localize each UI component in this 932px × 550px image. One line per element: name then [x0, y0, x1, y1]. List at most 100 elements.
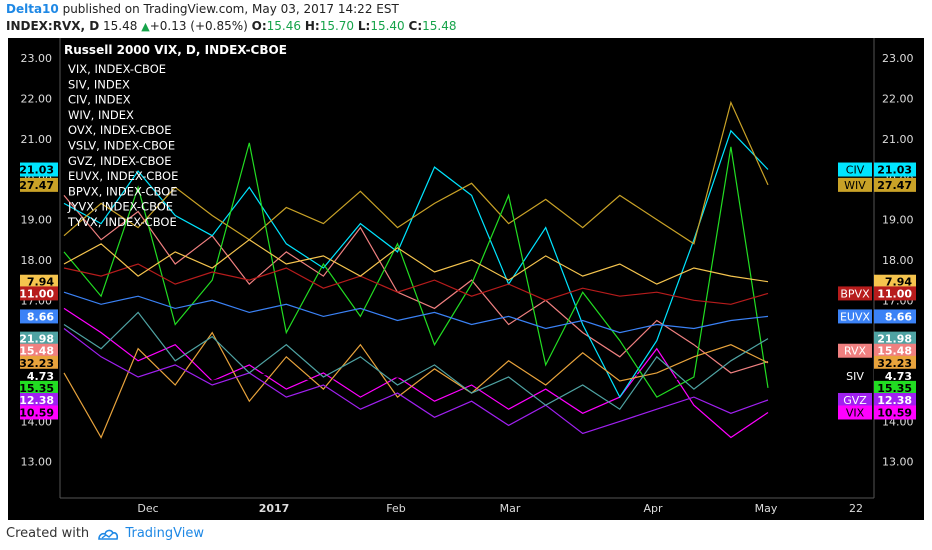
right-price-badge-text-8: 4.73 — [885, 370, 912, 383]
y-tick-right-1: 22.00 — [882, 93, 914, 106]
legend-item-9: JYVX, INDEX-CBOE — [67, 200, 173, 214]
right-series-tag-8 — [838, 368, 872, 383]
right-price-badge-3 — [874, 286, 916, 301]
y-tick-left-4: 19.00 — [21, 214, 53, 227]
series-line-0 — [63, 195, 769, 374]
right-price-badge-text-6: 15.48 — [877, 345, 912, 358]
price-change: +0.13 (+0.85%) — [149, 19, 248, 33]
series-line-7 — [63, 328, 769, 435]
left-price-badge-text-6: 15.48 — [19, 345, 54, 358]
left-price-badge-text-9: 15.35 — [19, 382, 54, 395]
last-price: 15.48 — [103, 19, 138, 33]
right-price-badge-text-11: 10.59 — [877, 406, 912, 419]
high-value: 15.70 — [319, 19, 355, 33]
x-tick-6: 22 — [849, 502, 863, 515]
right-price-badge-11 — [874, 405, 916, 420]
left-price-badge-8 — [20, 368, 58, 383]
legend-item-6: GVZ, INDEX-CBOE — [68, 154, 172, 168]
right-price-badge-9 — [874, 380, 916, 395]
y-tick-left-1: 22.00 — [21, 93, 53, 106]
left-price-badge-0 — [20, 162, 58, 177]
series-line-5 — [63, 142, 769, 398]
right-series-tag-11 — [838, 405, 872, 420]
chart-background — [8, 38, 924, 520]
series-lines — [63, 100, 769, 439]
legend-item-0: VIX, INDEX-CBOE — [68, 62, 166, 76]
right-series-tag-text-6: RVX — [844, 345, 867, 358]
chart-canvas[interactable]: 23.0022.0021.0020.0019.0018.0017.0016.00… — [8, 38, 924, 520]
author-link[interactable]: Delta10 — [6, 2, 59, 16]
close-value: 15.48 — [422, 19, 457, 33]
series-line-4 — [63, 100, 769, 245]
left-price-badge-6 — [20, 343, 58, 358]
x-tick-3: Mar — [500, 502, 521, 515]
series-line-3 — [63, 129, 769, 399]
left-price-badge-text-7: 32.23 — [19, 357, 54, 370]
right-price-badge-6 — [874, 343, 916, 358]
right-series-tag-0 — [838, 162, 872, 177]
y-tick-right-0: 23.00 — [882, 52, 914, 65]
series-line-6 — [63, 331, 769, 439]
right-price-badge-8 — [874, 368, 916, 383]
left-price-badge-text-8: 4.73 — [27, 370, 54, 383]
y-tick-left-2: 21.00 — [21, 133, 53, 146]
open-label: O: — [251, 19, 267, 33]
right-price-badge-text-1: 27.47 — [877, 179, 912, 192]
x-tick-5: May — [755, 502, 778, 515]
legend-item-3: WIV, INDEX — [68, 108, 134, 122]
published-text: published on TradingView.com, May 03, 20… — [62, 2, 399, 16]
right-price-badge-1 — [874, 177, 916, 192]
left-price-badge-4 — [20, 309, 58, 324]
legend-item-5: VSLV, INDEX-CBOE — [68, 139, 175, 153]
x-tick-4: Apr — [643, 502, 663, 515]
footer: Created with TradingView — [6, 526, 204, 541]
right-series-tag-text-4: EUVX — [840, 310, 871, 323]
tradingview-brand-link[interactable]: TradingView — [125, 526, 204, 541]
y-tick-right-10: 13.00 — [882, 456, 914, 469]
left-price-badge-text-2: 7.94 — [27, 276, 54, 289]
right-price-badge-text-9: 15.35 — [877, 382, 912, 395]
right-price-badge-10 — [874, 392, 916, 407]
left-price-badge-3 — [20, 286, 58, 301]
y-tick-right-2: 21.00 — [882, 133, 914, 146]
right-price-badge-4 — [874, 309, 916, 324]
series-line-11 — [63, 311, 769, 411]
right-price-badge-text-7: 32.23 — [877, 357, 912, 370]
right-series-tag-text-1: WIV — [844, 179, 866, 192]
series-line-2 — [63, 372, 769, 382]
x-tick-1: 2017 — [259, 502, 290, 515]
left-price-badge-text-1: 27.47 — [19, 179, 54, 192]
left-price-badge-1 — [20, 177, 58, 192]
left-price-badge-text-11: 10.59 — [19, 406, 54, 419]
right-series-tag-1 — [838, 177, 872, 192]
right-price-badge-text-0: 21.03 — [877, 164, 912, 177]
left-price-badge-text-10: 12.38 — [19, 394, 54, 407]
left-price-badge-2 — [20, 274, 58, 289]
legend-item-2: CIV, INDEX — [68, 93, 131, 107]
left-price-badge-text-4: 8.66 — [27, 310, 54, 323]
close-label: C: — [408, 19, 423, 33]
y-tick-left-0: 23.00 — [21, 52, 53, 65]
series-line-9 — [63, 263, 769, 305]
right-price-badge-text-10: 12.38 — [877, 394, 912, 407]
right-series-tag-text-10: GVZ — [843, 394, 867, 407]
up-triangle-icon: ▲ — [141, 20, 150, 33]
series-line-10 — [63, 238, 769, 285]
x-tick-0: Dec — [137, 502, 158, 515]
created-with-label: Created with — [6, 526, 90, 541]
right-price-badge-text-5: 21.98 — [877, 333, 912, 346]
right-series-tag-4 — [838, 309, 872, 324]
left-price-badge-7 — [20, 355, 58, 370]
low-label: L: — [357, 19, 371, 33]
right-series-tag-3 — [838, 286, 872, 301]
chart-container[interactable]: 23.0022.0021.0020.0019.0018.0017.0016.00… — [8, 38, 924, 520]
right-price-badge-text-2: 7.94 — [885, 276, 912, 289]
y-tick-right-4: 19.00 — [882, 214, 914, 227]
legend-item-7: EUVX, INDEX-CBOE — [68, 169, 178, 183]
right-price-badge-0 — [874, 162, 916, 177]
legend-item-8: BPVX, INDEX-CBOE — [68, 184, 178, 198]
y-tick-left-5: 18.00 — [21, 254, 53, 267]
symbol-summary: INDEX:RVX, D 15.48 ▲+0.13 (+0.85%) O:15.… — [6, 19, 456, 33]
low-value: 15.40 — [370, 19, 405, 33]
right-series-tag-6 — [838, 343, 872, 358]
